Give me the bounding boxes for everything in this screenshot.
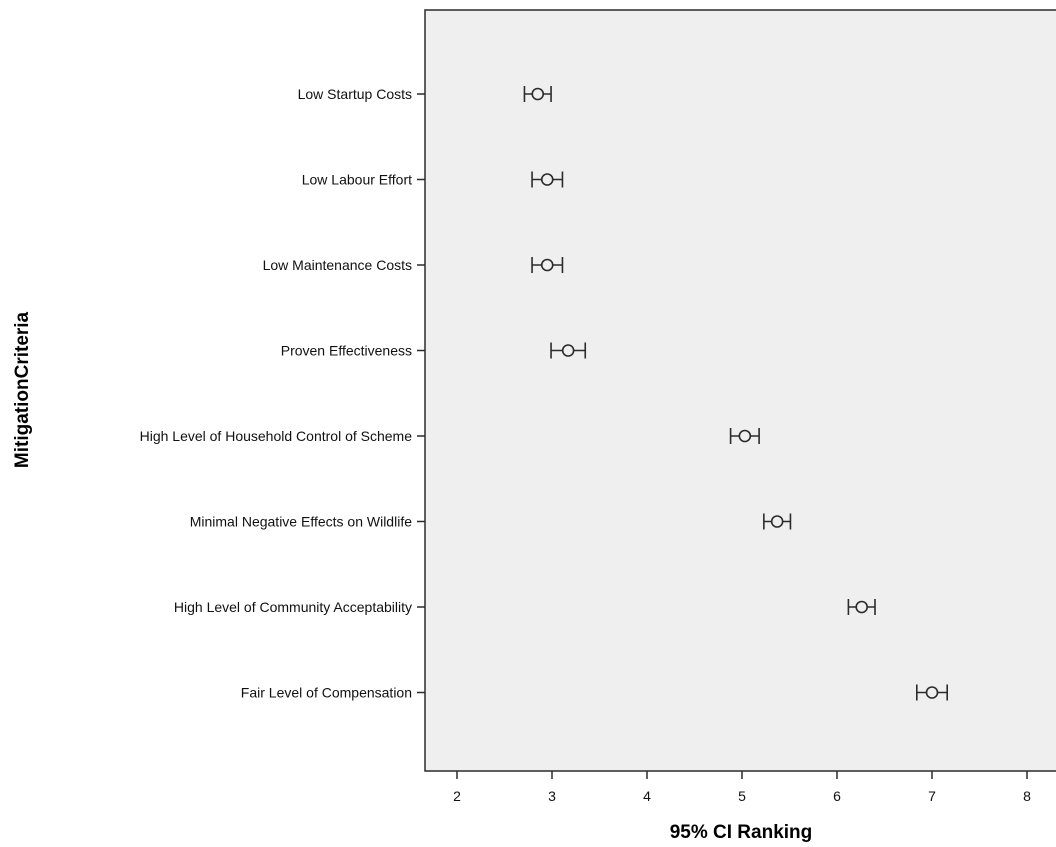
- error-bar: [531, 171, 564, 188]
- x-axis-title: 95% CI Ranking: [670, 822, 813, 843]
- x-tick-label: 5: [738, 788, 746, 804]
- mean-point: [855, 600, 869, 614]
- error-bar: [729, 428, 760, 444]
- error-bar: [763, 513, 792, 530]
- x-tick-label: 6: [833, 788, 841, 804]
- mean-point: [531, 87, 545, 101]
- x-tick-label: 7: [928, 788, 936, 804]
- x-tick-label: 4: [643, 788, 651, 804]
- x-axis: 2 3 4 5 6 7 8: [453, 771, 1031, 804]
- y-tick-label: Low Maintenance Costs: [263, 257, 412, 273]
- x-tick-label: 3: [548, 788, 556, 804]
- error-bar: [550, 342, 587, 359]
- y-tick-label: Low Startup Costs: [298, 86, 412, 102]
- y-tick-label: Low Labour Effort: [302, 172, 412, 188]
- x-tick-label: 8: [1023, 788, 1031, 804]
- y-tick-label: Minimal Negative Effects on Wildlife: [190, 514, 412, 530]
- error-bars: [523, 86, 949, 701]
- error-bar: [523, 86, 552, 102]
- mean-point: [770, 515, 784, 528]
- y-tick-label: Proven Effectiveness: [281, 343, 412, 359]
- y-tick-label: High Level of Household Control of Schem…: [140, 428, 413, 444]
- x-tick-label: 2: [453, 788, 461, 804]
- y-axis-title: MitigationCriteria: [12, 311, 33, 468]
- mean-point: [540, 258, 554, 272]
- error-bar: [531, 257, 564, 273]
- plot-area: [424, 9, 1056, 772]
- y-tick-label: High Level of Community Acceptability: [174, 599, 412, 615]
- mean-point: [561, 344, 575, 357]
- mean-point: [540, 173, 554, 186]
- error-bar: [915, 684, 949, 701]
- mean-point: [925, 686, 939, 699]
- mean-point: [738, 429, 752, 443]
- error-bar: [847, 599, 876, 615]
- y-tick-label: Fair Level of Compensation: [241, 685, 412, 701]
- y-axis: Low Startup Costs Low Labour Effort Low Ma…: [140, 86, 425, 701]
